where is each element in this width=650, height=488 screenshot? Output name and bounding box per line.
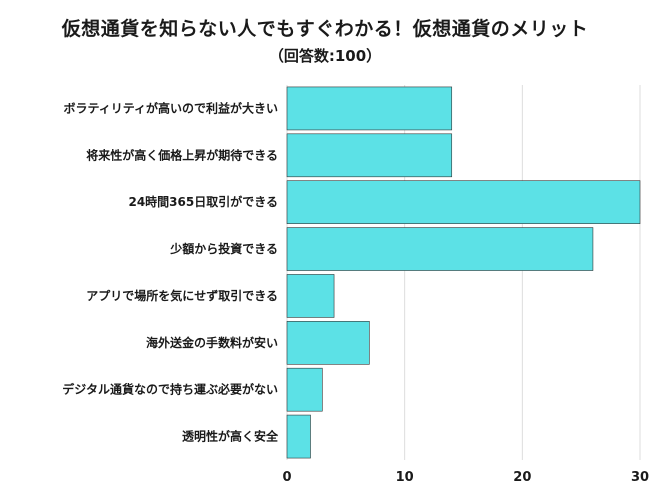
category-label: デジタル通貨なので持ち運ぶ必要がない [62,382,278,397]
bar [286,414,311,459]
bar [286,367,323,412]
category-label: 将来性が高く価格上昇が期待できる [86,147,278,162]
bar [286,274,335,318]
bar [286,133,453,178]
x-axis-tick-labels: 0 10 20 30 [282,470,649,485]
category-label: 海外送金の手数料が安い [146,335,278,350]
x-tick-label: 0 [282,470,291,485]
x-tick-label: 30 [631,470,649,485]
x-tick-label: 20 [513,470,531,485]
category-label: 少額から投資できる [169,241,278,256]
category-label: アプリで場所を気にせず取引できる [86,288,278,303]
category-label: 透明性が高く安全 [182,429,279,444]
bar [286,321,370,365]
bar [286,227,594,271]
bar [286,180,641,224]
category-label: 24時間365日取引ができる [128,194,278,209]
x-tick-label: 10 [396,470,414,485]
chart-title: 仮想通貨を知らない人でもすぐわかる！仮想通貨のメリット [61,18,589,40]
category-label: ボラティリティが高いので利益が大きい [63,100,278,115]
chart-subtitle: （回答数:100） [268,47,382,65]
bar [286,86,453,131]
bars [286,86,641,459]
